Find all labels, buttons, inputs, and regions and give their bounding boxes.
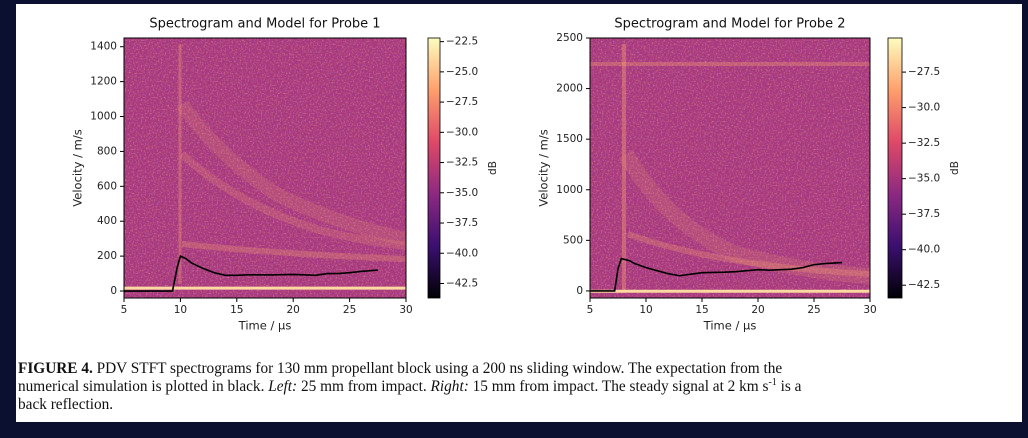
- colorbar-tick-label: −37.5: [446, 217, 478, 229]
- plot-frame: [589, 37, 871, 299]
- y-tick-label: 2500: [556, 32, 583, 44]
- plot-frame: [123, 37, 407, 299]
- colorbar-tick-label: −32.5: [446, 157, 478, 169]
- spectrogram-noise: [590, 38, 870, 298]
- caption-superscript: -1: [768, 376, 777, 388]
- colorbar-tick-label: −40.0: [446, 247, 478, 259]
- colorbar-label: dB: [487, 161, 499, 175]
- y-axis-label: Velocity / m/s: [537, 129, 551, 206]
- caption-text: back reflection.: [18, 396, 114, 413]
- y-tick-label: 400: [97, 215, 117, 227]
- model-line: [590, 257, 843, 292]
- colorbar-tick-label: −42.5: [908, 279, 940, 291]
- x-tick-label: 15: [230, 304, 243, 316]
- figure-sheet: Spectrogram and Model for Probe 1 Time / …: [16, 4, 1022, 422]
- colorbar-tick-label: −22.5: [446, 36, 478, 48]
- x-tick-label: 10: [174, 304, 187, 316]
- y-tick-label: 0: [110, 285, 117, 297]
- y-tick-label: 1500: [556, 133, 583, 145]
- model-line: [124, 254, 378, 292]
- x-tick-label: 20: [287, 304, 300, 316]
- colorbar-tick-label: −25.0: [446, 66, 478, 78]
- spectrogram-feature: [181, 241, 407, 262]
- y-tick-label: 200: [97, 250, 117, 262]
- y-tick-label: 0: [576, 285, 583, 297]
- x-tick-label: 15: [695, 304, 708, 316]
- colorbar-tick-label: −30.0: [908, 102, 940, 114]
- x-tick-label: 20: [751, 304, 764, 316]
- spectrogram-feature: [626, 231, 871, 277]
- colorbar-tick-label: −42.5: [446, 277, 478, 289]
- y-tick-label: 1000: [90, 111, 117, 123]
- y-tick-label: 600: [97, 180, 117, 192]
- chart-title: Spectrogram and Model for Probe 2: [614, 17, 845, 32]
- y-tick-label: 1000: [556, 184, 583, 196]
- x-axis-label: Time / μs: [703, 319, 757, 333]
- caption-text: numerical simulation is plotted in black…: [18, 378, 269, 395]
- y-tick-label: 2000: [556, 83, 583, 95]
- spectrogram-feature: [176, 100, 408, 246]
- figure: Spectrogram and Model for Probe 1 Time / …: [71, 17, 962, 333]
- colorbar-tick-label: −27.5: [908, 66, 940, 78]
- y-axis-label: Velocity / m/s: [71, 129, 85, 206]
- colorbar-tick-label: −30.0: [446, 126, 478, 138]
- y-tick-label: 500: [563, 234, 583, 246]
- caption-emphasis: Right:: [430, 378, 469, 395]
- caption-emphasis: Left:: [268, 378, 298, 395]
- caption-text: is a: [776, 378, 802, 395]
- spectrogram-feature: [179, 151, 407, 250]
- colorbar-tick-label: −35.0: [908, 173, 940, 185]
- x-tick-label: 30: [863, 304, 876, 316]
- caption-text: 15 mm from impact. The steady signal at …: [468, 378, 769, 395]
- colorbar: [427, 37, 441, 299]
- y-tick-label: 800: [97, 145, 117, 157]
- spectrogram-feature: [619, 150, 871, 284]
- x-tick-label: 25: [807, 304, 820, 316]
- caption-text: PDV STFT spectrograms for 130 mm propell…: [92, 360, 783, 377]
- colorbar-tick-label: −27.5: [446, 96, 478, 108]
- x-tick-label: 5: [587, 304, 594, 316]
- chart-title: Spectrogram and Model for Probe 1: [149, 17, 380, 32]
- colorbar-label: dB: [949, 161, 961, 175]
- colorbar: [887, 37, 903, 299]
- y-tick-label: 1200: [90, 76, 117, 88]
- colorbar-tick-label: −37.5: [908, 208, 940, 220]
- caption-text: 25 mm from impact.: [297, 378, 431, 395]
- y-tick-label: 1400: [90, 41, 117, 53]
- colorbar-tick-label: −40.0: [908, 244, 940, 256]
- x-tick-label: 5: [121, 304, 128, 316]
- x-axis-label: Time / μs: [238, 319, 292, 333]
- x-tick-label: 30: [399, 304, 412, 316]
- caption-label: FIGURE 4.: [18, 360, 93, 377]
- spectrogram-noise: [124, 38, 406, 298]
- x-tick-label: 10: [639, 304, 652, 316]
- x-tick-label: 25: [343, 304, 356, 316]
- figure-caption: FIGURE 4. PDV STFT spectrograms for 130 …: [18, 360, 1022, 414]
- colorbar-tick-label: −35.0: [446, 187, 478, 199]
- colorbar-tick-label: −32.5: [908, 137, 940, 149]
